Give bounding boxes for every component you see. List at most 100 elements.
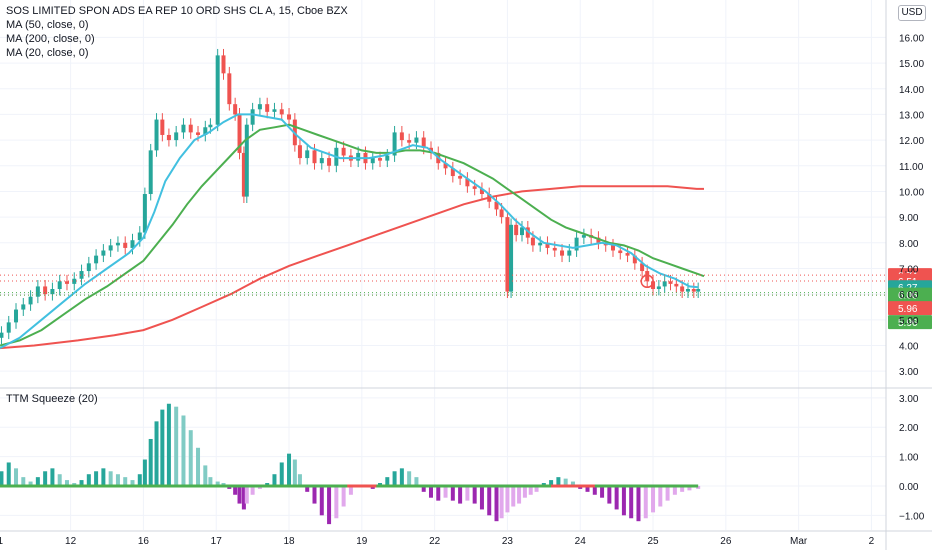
price-tick-label: 14.00 <box>899 85 924 96</box>
squeeze-bar <box>196 447 201 486</box>
squeeze-bar <box>130 480 135 486</box>
chart-legend: SOS LIMITED SPON ADS EA REP 10 ORD SHS C… <box>6 4 348 60</box>
squeeze-bar <box>319 485 324 516</box>
candle-body <box>519 227 524 236</box>
squeeze-bar <box>50 468 55 486</box>
candle-body <box>327 158 332 166</box>
squeeze-bar <box>6 462 11 486</box>
squeeze-bar <box>312 485 317 504</box>
candle-body <box>28 296 33 305</box>
candle-body <box>696 289 701 292</box>
squeeze-bar <box>341 485 346 507</box>
price-label-box <box>888 287 932 302</box>
squeeze-bar <box>292 459 297 486</box>
time-tick-label: 26 <box>720 536 732 547</box>
squeeze-bar <box>687 485 692 491</box>
candle-body <box>560 250 565 256</box>
candle-body <box>35 286 40 297</box>
candle-body <box>14 309 19 323</box>
squeeze-bar <box>621 485 626 516</box>
indicator-ma200[interactable]: MA (200, close, 0) <box>6 33 95 45</box>
squeeze-bar <box>297 474 302 486</box>
squeeze-bar <box>79 480 84 486</box>
squeeze-bar <box>629 485 634 519</box>
squeeze-bar <box>287 453 292 486</box>
indicator-ma50[interactable]: MA (50, close, 0) <box>6 19 89 31</box>
candle-body <box>385 155 390 161</box>
candle-body <box>356 152 361 161</box>
squeeze-bar <box>563 478 568 486</box>
squeeze-bar <box>160 409 165 486</box>
squeeze-bar <box>241 485 246 510</box>
candle-body <box>392 132 397 156</box>
squeeze-tick-label: 3.00 <box>899 394 919 405</box>
candle-body <box>472 186 477 189</box>
candle-body <box>674 283 679 287</box>
candle-body <box>233 104 238 115</box>
squeeze-bar <box>174 406 179 486</box>
squeeze-bar <box>348 485 353 495</box>
time-tick-label: Mar <box>790 536 808 547</box>
chart-title: SOS LIMITED SPON ADS EA REP 10 ORD SHS C… <box>6 5 348 17</box>
squeeze-bar <box>450 485 455 501</box>
squeeze-bar <box>0 471 4 486</box>
candle-body <box>680 286 685 292</box>
squeeze-bar <box>585 485 590 492</box>
candle-body <box>662 281 667 287</box>
price-label-box <box>888 301 932 316</box>
candle-body <box>21 304 26 310</box>
time-tick-label: 11 <box>0 536 3 547</box>
candle-body <box>312 150 317 164</box>
candle-body <box>691 289 696 292</box>
squeeze-bar <box>556 477 561 486</box>
candle-body <box>494 201 499 210</box>
squeeze-bar <box>428 485 433 498</box>
indicator-ma20[interactable]: MA (20, close, 0) <box>6 47 89 59</box>
squeeze-bar <box>534 485 539 492</box>
squeeze-bar <box>680 485 685 492</box>
squeeze-bar <box>570 481 575 486</box>
squeeze-bar <box>35 477 40 486</box>
squeeze-bar <box>614 485 619 510</box>
candle-body <box>72 278 77 284</box>
squeeze-bar <box>600 485 605 498</box>
candle-body <box>567 250 572 256</box>
squeeze-bar <box>607 485 612 504</box>
squeeze-tick-label: 1.00 <box>899 453 919 464</box>
candle-body <box>458 176 463 179</box>
squeeze-tick-label: 0.00 <box>899 482 919 493</box>
time-tick-label: 12 <box>65 536 77 547</box>
candle-body <box>115 242 120 246</box>
candle-body <box>305 150 310 159</box>
price-tick-label: 12.00 <box>899 136 924 147</box>
price-tick-label: 7.00 <box>899 264 919 275</box>
candle-body <box>196 132 201 135</box>
ma50-line <box>0 123 705 347</box>
candle-body <box>443 163 448 169</box>
squeeze-label[interactable]: TTM Squeeze (20) <box>6 393 98 405</box>
squeeze-bar <box>436 485 441 501</box>
squeeze-bar <box>21 477 26 486</box>
candle-body <box>154 119 159 151</box>
candle-body <box>148 150 153 195</box>
squeeze-bar <box>407 471 412 486</box>
candle-body <box>86 263 91 272</box>
squeeze-bar <box>142 459 147 486</box>
squeeze-bar <box>203 465 208 486</box>
candle-body <box>465 178 470 187</box>
candle-body <box>43 286 48 295</box>
squeeze-bar <box>233 485 238 495</box>
squeeze-bar <box>549 480 554 486</box>
squeeze-bar <box>517 485 522 504</box>
squeeze-bar <box>94 471 99 486</box>
candle-body <box>227 73 232 105</box>
squeeze-bar <box>57 474 62 486</box>
time-tick-label: 22 <box>429 536 441 547</box>
squeeze-bar <box>458 485 463 504</box>
candle-body <box>479 188 484 195</box>
currency-button[interactable]: USD <box>898 5 926 21</box>
squeeze-bar <box>64 480 69 486</box>
squeeze-bar <box>250 485 255 495</box>
time-tick-label: 17 <box>211 536 223 547</box>
